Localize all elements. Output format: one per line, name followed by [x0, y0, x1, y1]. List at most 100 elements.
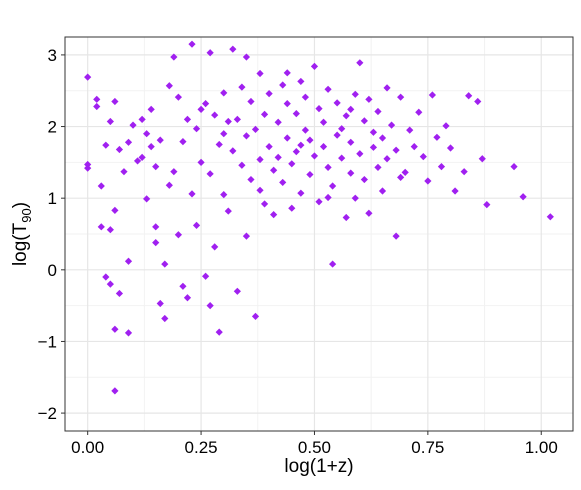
data-point [297, 77, 305, 86]
data-point [283, 100, 291, 108]
data-point [365, 209, 373, 217]
data-point [397, 173, 405, 182]
data-point [174, 231, 182, 239]
x-axis-title: log(1+z) [284, 456, 353, 477]
data-point [124, 257, 133, 265]
data-point [333, 99, 341, 107]
data-point [369, 128, 378, 136]
data-point [360, 117, 368, 125]
data-point [392, 232, 400, 240]
data-point [460, 168, 468, 176]
data-point [147, 105, 155, 113]
data-point [242, 232, 251, 240]
data-point [215, 140, 223, 149]
data-point [297, 141, 305, 149]
y-axis-title-subscript: 90 [19, 208, 34, 222]
grid [65, 37, 573, 431]
data-point [483, 201, 491, 209]
data-point [124, 329, 133, 337]
y-tick-label: 3 [48, 46, 57, 65]
data-point [238, 83, 246, 91]
data-point [351, 90, 359, 98]
data-point [215, 328, 223, 336]
data-point [192, 125, 201, 133]
data-point [111, 387, 119, 395]
data-point [365, 95, 373, 103]
data-point [251, 312, 260, 320]
data-point [510, 163, 518, 171]
y-tick-label: 1 [48, 189, 57, 208]
data-point [283, 134, 291, 142]
data-point [197, 158, 205, 166]
data-point [297, 189, 305, 197]
y-axis-title-close: ) [10, 202, 31, 208]
data-point [415, 108, 423, 116]
data-point [220, 191, 228, 199]
data-point [224, 207, 232, 215]
data-point [374, 107, 382, 116]
data-point [519, 193, 527, 201]
data-point [401, 168, 409, 176]
data-point [247, 175, 255, 184]
data-point [288, 204, 296, 212]
data-point [474, 97, 482, 106]
data-point [315, 105, 323, 113]
data-point [360, 175, 368, 184]
data-point [310, 152, 319, 160]
data-point [111, 325, 119, 333]
data-point [324, 163, 332, 171]
data-point [170, 53, 178, 61]
data-point [387, 121, 396, 129]
data-point [192, 221, 201, 230]
x-tick-label: 0.25 [185, 438, 218, 457]
data-point [152, 238, 160, 247]
data-point [233, 115, 241, 123]
data-point [229, 147, 237, 155]
y-axis: −2 −1 0 1 2 3 [38, 46, 65, 423]
data-point [165, 181, 173, 189]
data-point [378, 187, 387, 195]
data-point [102, 141, 110, 149]
data-point [319, 118, 328, 126]
data-point [356, 150, 364, 158]
data-point [206, 49, 214, 57]
data-point [274, 118, 282, 126]
data-point [256, 155, 264, 164]
data-point [143, 130, 151, 138]
data-point [206, 302, 214, 310]
data-point [324, 193, 332, 202]
data-point [265, 143, 273, 151]
data-point [347, 138, 355, 146]
data-point [224, 117, 232, 126]
data-point [161, 314, 169, 323]
data-point [342, 112, 350, 120]
data-point [306, 170, 314, 179]
panel-border [64, 36, 574, 432]
data-point [251, 125, 260, 134]
y-tick-label: 0 [48, 261, 57, 280]
data-point [111, 97, 119, 106]
data-point [147, 143, 155, 151]
data-point [437, 163, 446, 171]
data-point [446, 144, 455, 152]
data-point [115, 289, 124, 298]
data-point [106, 226, 114, 234]
data-point [152, 223, 160, 231]
data-point [242, 53, 251, 61]
data-point [260, 110, 269, 118]
data-point [93, 95, 101, 103]
data-point [138, 115, 146, 123]
data-point [84, 73, 92, 81]
data-point [424, 177, 432, 185]
data-point [124, 138, 133, 146]
data-point [410, 143, 418, 151]
data-point [283, 69, 291, 77]
data-point [256, 69, 264, 78]
data-point [383, 84, 391, 92]
y-axis-title-base: log(T [10, 222, 31, 266]
data-point [306, 136, 314, 144]
data-point [233, 287, 241, 295]
data-point [156, 136, 164, 144]
